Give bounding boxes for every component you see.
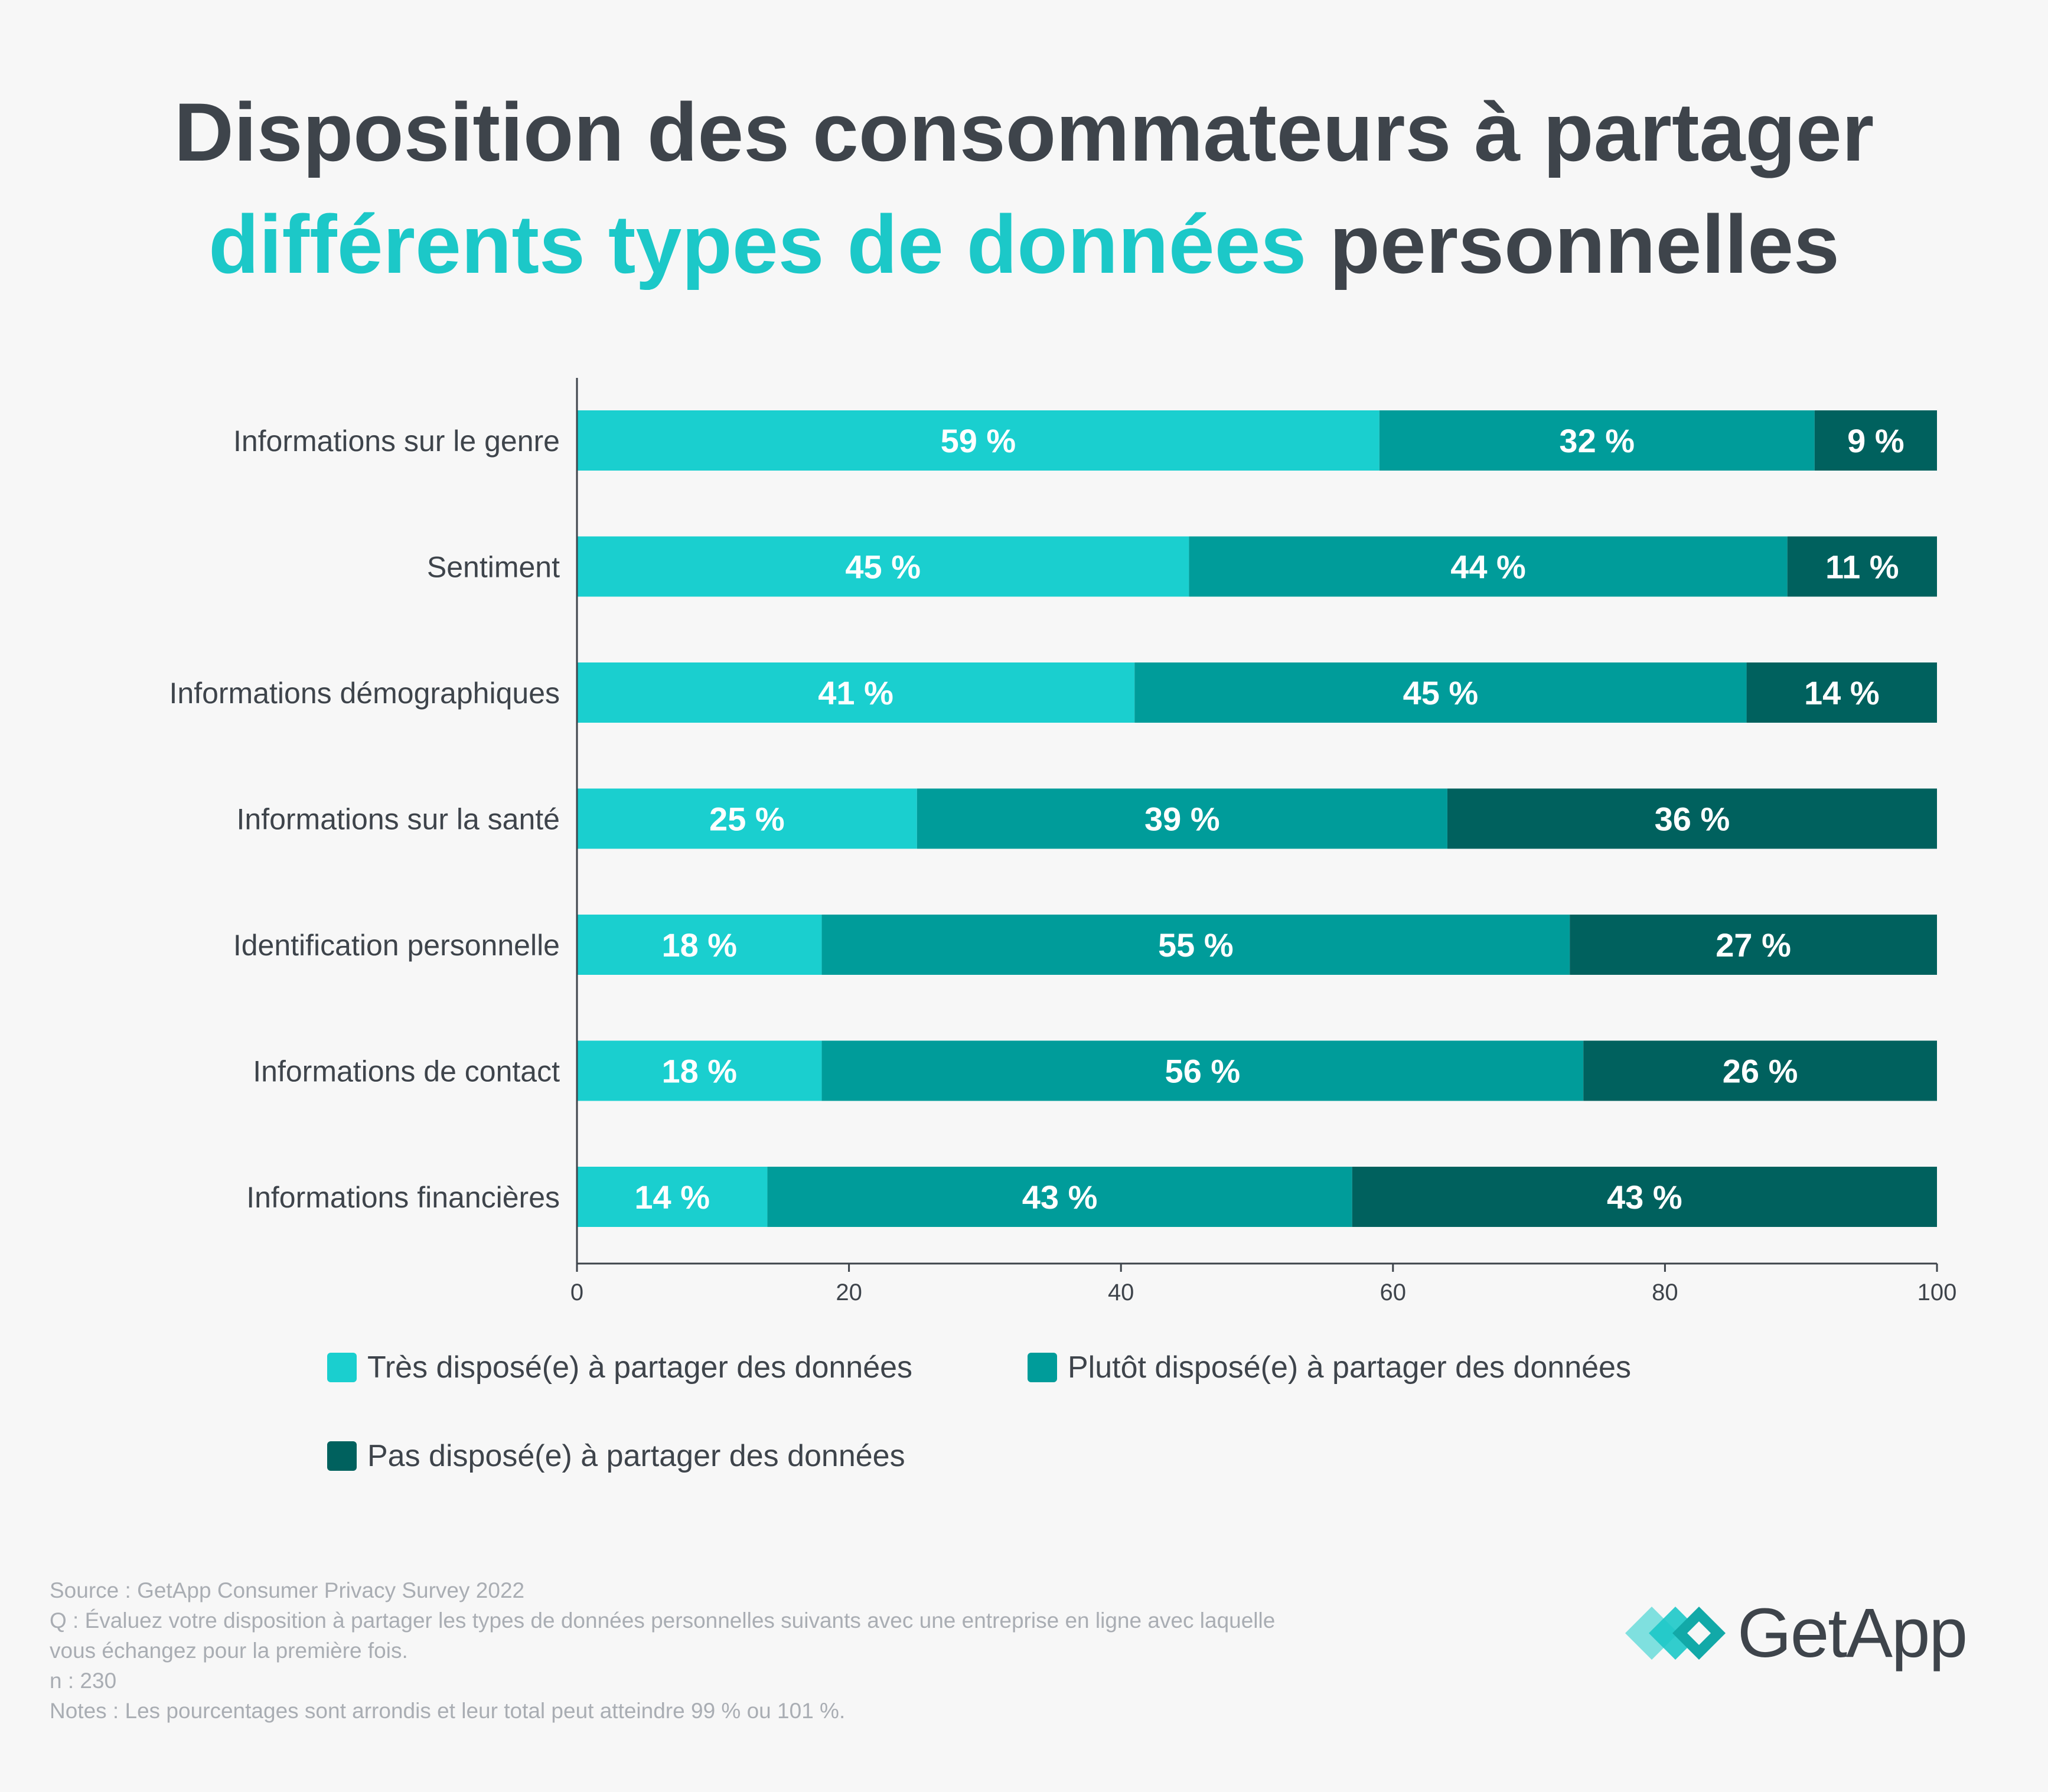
bar-segment-pas bbox=[1787, 536, 1937, 597]
bar-segment-plutot bbox=[1189, 536, 1788, 597]
title-line-1: Disposition des consommateurs à partager bbox=[174, 86, 1874, 178]
logo-text: GetApp bbox=[1737, 1594, 1968, 1672]
bar-segment-tres bbox=[577, 410, 1380, 471]
category-label: Informations démographiques bbox=[169, 677, 560, 710]
source-notes: Source : GetApp Consumer Privacy Survey … bbox=[50, 1575, 1526, 1726]
bar-value-label: 59 % bbox=[941, 422, 1016, 459]
bar-segment-plutot bbox=[917, 788, 1447, 849]
bar-value-label: 55 % bbox=[1158, 926, 1234, 964]
bar-segment-pas bbox=[1570, 915, 1937, 975]
bar-value-label: 14 % bbox=[1804, 674, 1880, 711]
legend-label-tres: Très disposé(e) à partager des données bbox=[367, 1350, 913, 1385]
legend-label-plutot: Plutôt disposé(e) à partager des données bbox=[1068, 1350, 1631, 1385]
bar-value-label: 36 % bbox=[1655, 801, 1730, 838]
bar-value-label: 18 % bbox=[661, 1053, 737, 1090]
x-tick-label: 100 bbox=[1917, 1279, 1957, 1305]
bar-value-label: 44 % bbox=[1450, 549, 1526, 586]
bar-value-label: 14 % bbox=[634, 1179, 710, 1216]
legend-item-pas: Pas disposé(e) à partager des données bbox=[327, 1438, 905, 1474]
legend-item-plutot: Plutôt disposé(e) à partager des données bbox=[1028, 1350, 1631, 1385]
bar-segment-tres bbox=[577, 536, 1189, 597]
bar-segment-plutot bbox=[821, 1040, 1584, 1101]
bar-value-label: 9 % bbox=[1847, 422, 1904, 459]
bar-value-label: 11 % bbox=[1825, 549, 1899, 586]
chart-title: Disposition des consommateurs à partager… bbox=[0, 89, 2048, 313]
bar-value-label: 43 % bbox=[1022, 1179, 1098, 1216]
legend-swatch-pas bbox=[327, 1441, 357, 1471]
x-tick-label: 60 bbox=[1380, 1279, 1407, 1305]
bar-segment-pas bbox=[1583, 1040, 1937, 1101]
bar-segment-tres bbox=[577, 788, 917, 849]
category-label: Informations sur le genre bbox=[233, 425, 560, 458]
question-line-cont: vous échangez pour la première fois. bbox=[50, 1638, 408, 1663]
sample-size: n : 230 bbox=[50, 1669, 117, 1693]
bar-segment-plutot bbox=[1134, 662, 1747, 723]
bar-value-label: 18 % bbox=[661, 926, 737, 964]
title-line-2: différents types de données personnelles bbox=[0, 201, 2048, 288]
notes-line: Notes : Les pourcentages sont arrondis e… bbox=[50, 1699, 846, 1723]
bar-segment-pas bbox=[1447, 788, 1937, 849]
getapp-logo: GetApp bbox=[1625, 1593, 1968, 1673]
bar-segment-plutot bbox=[767, 1167, 1352, 1227]
stacked-bar-chart: Informations sur le genre 59 % 32 % 9 % Sent… bbox=[169, 378, 1957, 1305]
legend-swatch-tres bbox=[327, 1353, 357, 1382]
x-tick-label: 40 bbox=[1108, 1279, 1134, 1305]
bar-value-label: 27 % bbox=[1716, 926, 1791, 964]
bar-value-label: 45 % bbox=[1403, 674, 1479, 711]
category-label: Informations financières bbox=[246, 1181, 560, 1214]
title-highlight: différents types de données bbox=[208, 198, 1307, 290]
bar-segment-plutot bbox=[1379, 410, 1815, 471]
bar-value-label: 41 % bbox=[818, 674, 893, 711]
bar-segment-tres bbox=[577, 662, 1135, 723]
source-line: Source : GetApp Consumer Privacy Survey … bbox=[50, 1578, 525, 1602]
bar-value-label: 32 % bbox=[1559, 422, 1635, 459]
bar-value-label: 56 % bbox=[1165, 1053, 1241, 1090]
x-tick-label: 0 bbox=[570, 1279, 583, 1305]
legend-item-tres: Très disposé(e) à partager des données bbox=[327, 1350, 912, 1385]
category-label: Informations sur la santé bbox=[237, 803, 560, 836]
question-line: Q : Évaluez votre disposition à partager… bbox=[50, 1608, 1276, 1633]
title-rest: personnelles bbox=[1329, 198, 1840, 290]
bar-segment-tres bbox=[577, 915, 822, 975]
bar-segment-pas bbox=[1746, 662, 1937, 723]
bar-value-label: 25 % bbox=[709, 801, 785, 838]
bar-segment-pas bbox=[1814, 410, 1937, 471]
bar-segment-plutot bbox=[821, 915, 1570, 975]
x-tick-label: 20 bbox=[836, 1279, 862, 1305]
bar-value-label: 43 % bbox=[1607, 1179, 1682, 1216]
bar-segment-pas bbox=[1352, 1167, 1937, 1227]
bar-value-label: 26 % bbox=[1723, 1053, 1798, 1090]
bar-value-label: 45 % bbox=[845, 549, 921, 586]
bar-value-label: 39 % bbox=[1144, 801, 1220, 838]
x-tick-label: 80 bbox=[1652, 1279, 1678, 1305]
category-label: Informations de contact bbox=[253, 1055, 560, 1088]
bar-segment-tres bbox=[577, 1167, 768, 1227]
legend-label-pas: Pas disposé(e) à partager des données bbox=[367, 1439, 905, 1473]
category-label: Sentiment bbox=[427, 551, 560, 584]
getapp-logo-icon bbox=[1625, 1607, 1726, 1660]
category-label: Identification personnelle bbox=[233, 929, 560, 962]
bar-segment-tres bbox=[577, 1040, 822, 1101]
legend-swatch-plutot bbox=[1028, 1353, 1057, 1382]
